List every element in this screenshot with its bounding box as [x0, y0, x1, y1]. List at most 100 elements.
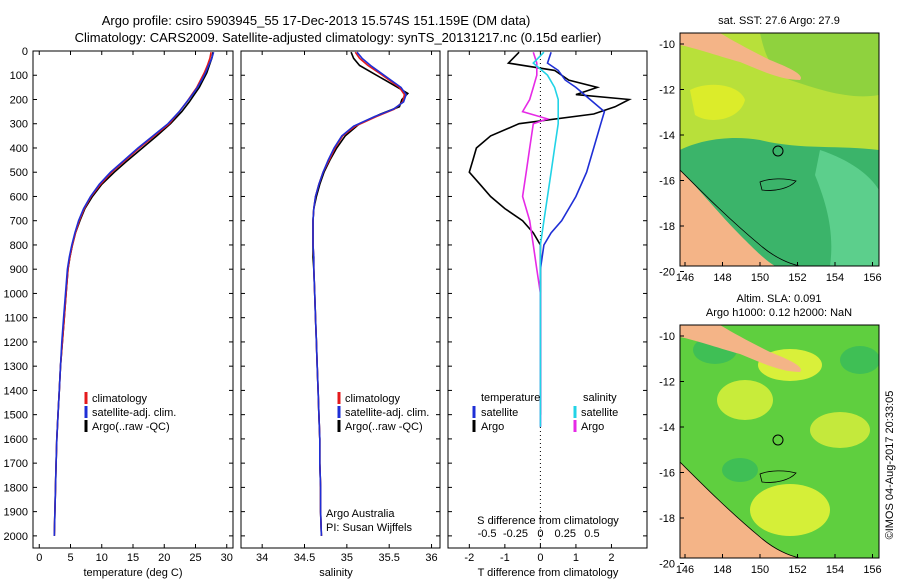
- series-line-t-argo: [468, 51, 633, 415]
- map-x-tick-label: 148: [713, 564, 731, 576]
- x-tick-label: -1: [500, 552, 510, 564]
- sst-reef-outline: [759, 178, 797, 191]
- sla-map: [680, 325, 879, 558]
- difference-plot: -2 -1 0 1 2 -0.5 -0.25 0 0.25 0.5: [448, 50, 647, 564]
- sla-high-patch: [750, 484, 830, 536]
- y-tick-label: 600: [10, 191, 28, 203]
- map-y-tick-label: -20: [659, 559, 675, 571]
- y-tick-label: 900: [10, 264, 28, 276]
- map-y-tick-label: -16: [659, 468, 675, 480]
- legend-label-climatology: climatology: [345, 393, 401, 405]
- x-tick-label: 0: [36, 552, 42, 564]
- y-tick-label: 1900: [4, 507, 28, 519]
- x-tick-label: 5: [67, 552, 73, 564]
- legend-salinity-header: salinity: [583, 392, 617, 404]
- legend-label-s-satellite: satellite: [581, 407, 618, 419]
- sla-land-australia: [680, 462, 800, 558]
- map-y-tick-label: -10: [659, 39, 675, 51]
- y-tick-label: 1000: [4, 288, 28, 300]
- sla-low-patch: [840, 346, 879, 374]
- series-line-satellite: [53, 51, 215, 536]
- map-y-tick-label: -14: [659, 130, 675, 142]
- sla-map-frame: [679, 324, 880, 559]
- map-x-tick-label: 154: [826, 272, 844, 284]
- y-tick-label: 1800: [4, 482, 28, 494]
- sla-low-patch: [722, 458, 758, 482]
- x-tick-label: 20: [158, 552, 170, 564]
- y-tick-label: 1100: [4, 313, 28, 325]
- map-y-tick-label: -16: [659, 176, 675, 188]
- legend-label-t-satellite: satellite: [481, 407, 518, 419]
- legend-label-s-argo: Argo: [581, 421, 604, 433]
- map-x-tick-label: 150: [751, 564, 769, 576]
- sst-argo-location-marker: [772, 145, 784, 157]
- temperature-panel-frame: [32, 50, 234, 549]
- map-y-tick-label: -18: [659, 513, 675, 525]
- sst-land-png: [680, 33, 801, 80]
- x-tick-label: 35.5: [378, 552, 399, 564]
- series-line-satellite: [312, 51, 407, 536]
- imos-timestamp: ©IMOS 04-Aug-2017 20:33:05: [884, 391, 896, 540]
- legend-label-argo: Argo(..raw -QC): [92, 421, 170, 433]
- pi-note: PI: Susan Wijffels: [326, 522, 412, 534]
- temperature-plot: 0 5 10 15 20 25 300100200300400500600700800900…: [4, 46, 233, 564]
- sst-east-patch: [815, 150, 879, 266]
- y-tick-label: 500: [10, 167, 28, 179]
- y-tick-label: 2000: [4, 531, 28, 543]
- y-tick-label: 1700: [4, 458, 28, 470]
- y-tick-label: 700: [10, 216, 28, 228]
- y-tick-label: 1500: [4, 410, 28, 422]
- legend-label-satellite: satellite-adj. clim.: [345, 407, 429, 419]
- map-x-tick-label: 154: [826, 564, 844, 576]
- s-tick-label: -0.25: [503, 528, 528, 540]
- x-tick-label: 2: [608, 552, 614, 564]
- legend-label-argo: Argo(..raw -QC): [345, 421, 423, 433]
- x-tick-label: 15: [127, 552, 139, 564]
- salinity-plot: 34 34.5 35 35.5 36: [241, 50, 440, 564]
- series-line-climatology: [53, 52, 212, 536]
- s-tick-label: 0.5: [584, 528, 599, 540]
- series-line-argo: [312, 51, 410, 536]
- sla-high-patch: [810, 412, 870, 448]
- salinity-panel-frame: [240, 50, 441, 549]
- x-tick-label: 36: [425, 552, 437, 564]
- sla-shelf-contour: [680, 461, 801, 558]
- series-line-argo: [53, 52, 214, 536]
- map-x-tick-label: 146: [676, 564, 694, 576]
- x-tick-label: 1: [573, 552, 579, 564]
- map-x-tick-label: 152: [788, 272, 806, 284]
- s-tick-label: 0: [537, 528, 543, 540]
- map-x-tick-label: 146: [676, 272, 694, 284]
- sst-warm-patch: [760, 33, 879, 97]
- y-tick-label: 1200: [4, 337, 28, 349]
- legend-label-t-argo: Argo: [481, 421, 504, 433]
- legend-label-satellite: satellite-adj. clim.: [92, 407, 176, 419]
- sst-shelf-contour: [680, 169, 801, 266]
- map-y-tick-label: -18: [659, 221, 675, 233]
- x-tick-label: 34.5: [294, 552, 315, 564]
- sla-reef-outline: [759, 470, 797, 483]
- y-tick-label: 0: [22, 46, 28, 58]
- difference-panel-frame: [447, 50, 648, 549]
- x-tick-label: 25: [189, 552, 201, 564]
- y-tick-label: 300: [10, 119, 28, 131]
- y-tick-label: 1600: [4, 434, 28, 446]
- x-tick-label: 34: [256, 552, 268, 564]
- sst-map-frame: [679, 32, 880, 267]
- y-tick-label: 200: [10, 94, 28, 106]
- argo-australia-note: Argo Australia: [326, 508, 395, 520]
- sst-land-australia: [680, 170, 775, 266]
- map-x-tick-label: 152: [788, 564, 806, 576]
- map-y-tick-label: -20: [659, 267, 675, 279]
- sst-hot-patch: [690, 84, 745, 120]
- temperature-x-label: temperature (deg C): [83, 567, 182, 579]
- x-tick-label: 0: [537, 552, 543, 564]
- y-tick-label: 400: [10, 143, 28, 155]
- s-tick-label: -0.5: [478, 528, 497, 540]
- s-tick-label: 0.25: [555, 528, 576, 540]
- sla-high-patch: [717, 380, 773, 420]
- map-x-tick-label: 156: [863, 564, 881, 576]
- series-line-t-satellite: [539, 51, 606, 427]
- y-tick-label: 100: [10, 70, 28, 82]
